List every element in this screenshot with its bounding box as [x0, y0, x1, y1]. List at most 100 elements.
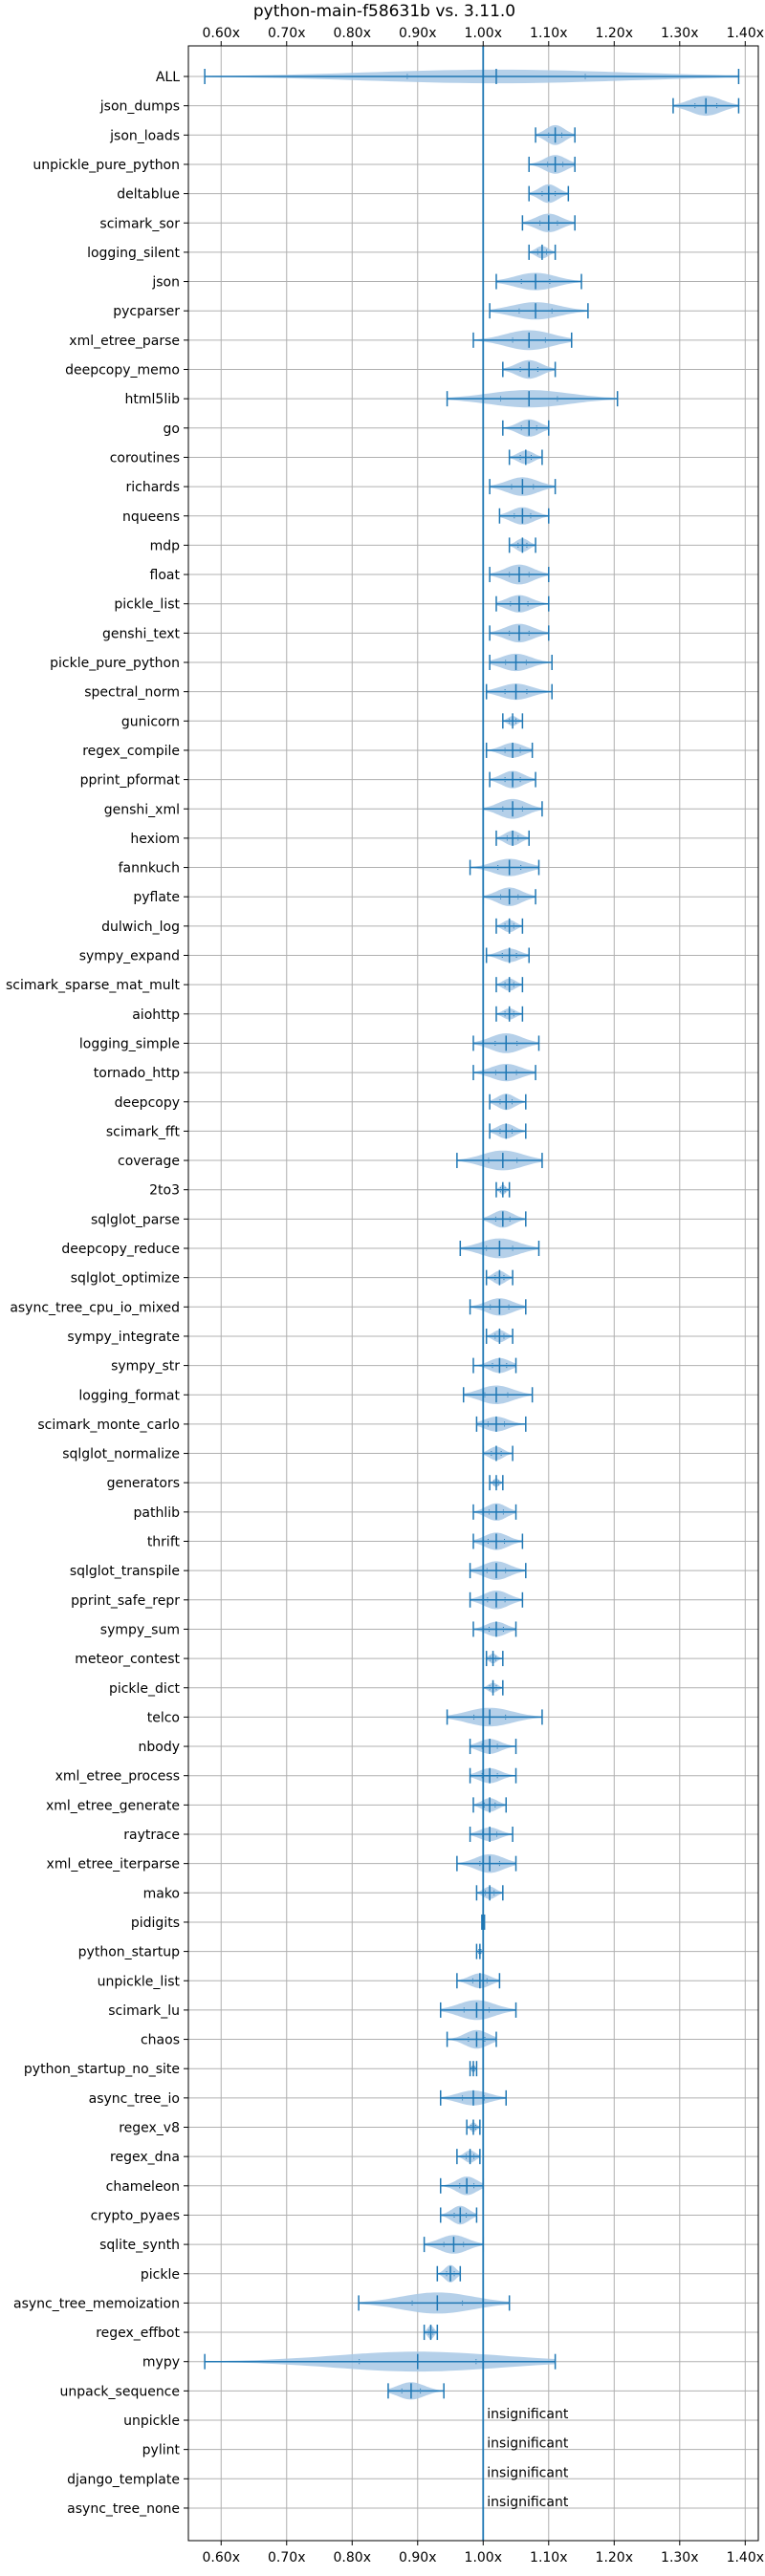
category-label: richards: [126, 480, 181, 495]
insignificant-label: insignificant: [487, 2407, 569, 2422]
category-label: meteor_contest: [75, 1652, 180, 1667]
category-label: regex_v8: [119, 2121, 180, 2136]
category-label: aiohttp: [132, 1007, 180, 1023]
category-label: raytrace: [123, 1828, 180, 1843]
violin-layer: [204, 69, 740, 2400]
category-label: pickle: [141, 2267, 180, 2283]
category-label: async_tree_io: [89, 2091, 180, 2107]
category-label: thrift: [147, 1535, 181, 1550]
bottom-tick-label: 1.30x: [661, 2550, 698, 2565]
top-tick-label: 1.20x: [596, 26, 633, 41]
category-label: genshi_text: [102, 626, 181, 641]
label-layer: 0.60x 0.60x 0.70x 0.70x 0.80x 0.80x 0.90x 0.90x…: [6, 26, 764, 2565]
category-label: coverage: [118, 1154, 180, 1169]
category-label: gunicorn: [121, 714, 180, 729]
category-label: sqlglot_optimize: [71, 1271, 180, 1287]
top-tick-label: 0.70x: [268, 26, 305, 41]
bottom-tick-label: 0.60x: [203, 2550, 240, 2565]
category-label: logging_format: [78, 1388, 180, 1403]
bottom-tick-label: 0.80x: [334, 2550, 371, 2565]
category-label: 2to3: [149, 1183, 180, 1199]
category-label: deepcopy: [115, 1095, 180, 1111]
insignificant-label: insignificant: [487, 2436, 569, 2452]
category-label: generators: [107, 1476, 180, 1491]
top-tick-label: 0.80x: [334, 26, 371, 41]
category-label: deepcopy_memo: [65, 363, 180, 379]
category-label: tornado_http: [94, 1066, 180, 1081]
category-label: genshi_xml: [104, 802, 180, 817]
category-label: sympy_str: [111, 1359, 180, 1375]
category-label: pprint_pformat: [80, 773, 181, 789]
category-label: mypy: [142, 2355, 180, 2370]
category-label: mdp: [150, 538, 181, 553]
category-label: scimark_lu: [108, 2003, 180, 2019]
category-label: async_tree_none: [67, 2501, 180, 2517]
category-label: fannkuch: [119, 861, 180, 877]
category-label: pidigits: [131, 1916, 180, 1931]
category-label: ALL: [156, 70, 180, 85]
top-tick-label: 1.30x: [661, 26, 698, 41]
bottom-tick-label: 1.10x: [530, 2550, 567, 2565]
category-label: pickle_list: [114, 597, 180, 613]
chart-title: python-main-f58631b vs. 3.11.0: [253, 2, 515, 21]
category-label: xml_etree_parse: [69, 334, 180, 349]
bottom-tick-label: 1.20x: [596, 2550, 633, 2565]
category-label: logging_simple: [79, 1036, 180, 1051]
category-label: regex_effbot: [96, 2326, 180, 2341]
category-label: sqlglot_transpile: [70, 1564, 180, 1579]
category-label: python_startup_no_site: [24, 2062, 180, 2077]
category-label: logging_silent: [87, 246, 180, 261]
category-label: sqlite_synth: [99, 2238, 180, 2253]
category-label: json_loads: [109, 128, 180, 143]
category-label: crypto_pyaes: [91, 2208, 180, 2223]
plot-frame: [187, 45, 759, 2542]
category-label: coroutines: [110, 450, 180, 465]
category-label: async_tree_cpu_io_mixed: [10, 1300, 180, 1315]
category-label: unpickle_pure_python: [33, 158, 180, 173]
top-tick-label: 1.10x: [530, 26, 567, 41]
category-label: telco: [147, 1710, 180, 1725]
category-label: pathlib: [134, 1505, 181, 1521]
category-label: sqlglot_normalize: [62, 1447, 180, 1462]
category-label: nbody: [139, 1740, 181, 1755]
category-label: spectral_norm: [84, 685, 180, 701]
category-label: scimark_sparse_mat_mult: [6, 978, 180, 993]
category-label: sympy_expand: [79, 949, 180, 964]
category-label: pyflate: [133, 890, 180, 905]
category-label: deepcopy_reduce: [61, 1242, 180, 1257]
top-tick-label: 1.00x: [465, 26, 502, 41]
category-label: python_startup: [78, 1945, 180, 1960]
category-label: xml_etree_process: [55, 1769, 180, 1785]
category-label: unpickle_list: [98, 1974, 181, 1989]
category-label: xml_etree_iterparse: [47, 1857, 180, 1872]
category-label: pylint: [142, 2443, 181, 2458]
category-label: go: [164, 422, 180, 437]
category-label: scimark_sor: [99, 216, 180, 231]
category-label: scimark_monte_carlo: [37, 1418, 180, 1433]
category-label: nqueens: [122, 509, 180, 525]
category-label: async_tree_memoization: [13, 2296, 180, 2311]
category-label: xml_etree_generate: [46, 1798, 180, 1813]
category-label: regex_dna: [110, 2150, 180, 2165]
category-label: sympy_integrate: [67, 1330, 180, 1345]
category-label: hexiom: [130, 832, 180, 847]
category-label: pprint_safe_repr: [71, 1593, 180, 1609]
category-label: regex_compile: [82, 744, 180, 759]
bottom-tick-label: 0.70x: [268, 2550, 305, 2565]
top-tick-label: 0.90x: [399, 26, 436, 41]
bottom-tick-label: 1.00x: [465, 2550, 502, 2565]
category-label: pickle_dict: [109, 1681, 181, 1697]
insignificant-label: insignificant: [487, 2495, 569, 2510]
category-label: json_dumps: [99, 99, 180, 115]
category-label: django_template: [67, 2472, 180, 2487]
category-label: sympy_sum: [100, 1622, 180, 1637]
category-label: sqlglot_parse: [91, 1212, 180, 1227]
category-label: mako: [143, 1886, 180, 1901]
category-label: json: [151, 275, 180, 291]
category-label: deltablue: [117, 187, 180, 203]
bottom-tick-label: 1.40x: [727, 2550, 764, 2565]
top-tick-label: 1.40x: [727, 26, 764, 41]
